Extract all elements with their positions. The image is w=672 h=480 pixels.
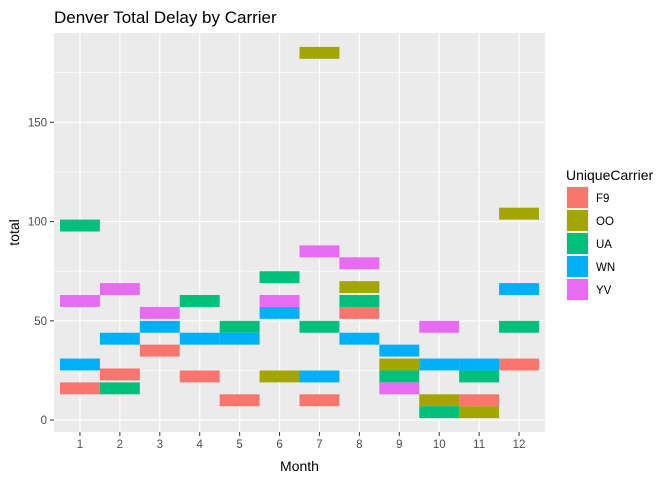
tile-UA <box>179 295 220 307</box>
tile-UA <box>499 320 540 333</box>
tile-OO <box>419 394 460 407</box>
y-tick-label: 0 <box>41 415 47 427</box>
x-tick-label: 2 <box>117 439 123 451</box>
tile-WN <box>499 283 540 296</box>
tile-UA <box>219 320 260 333</box>
x-tick-label: 5 <box>236 439 242 451</box>
tile-UA <box>339 295 380 307</box>
tile-YV <box>379 382 420 395</box>
tile-WN <box>299 370 340 383</box>
x-tick-label: 10 <box>433 439 446 451</box>
x-tick-label: 11 <box>473 439 485 451</box>
x-tick-label: 8 <box>356 439 362 451</box>
legend-label-OO: OO <box>596 216 614 228</box>
tile-UA <box>299 320 340 333</box>
legend-swatch-UA <box>567 233 588 254</box>
legend-label-WN: WN <box>596 262 615 274</box>
tile-OO <box>499 207 540 220</box>
x-tick-label: 3 <box>157 439 163 451</box>
tile-F9 <box>219 394 260 407</box>
tile-F9 <box>59 382 100 395</box>
tile-UA <box>379 370 420 383</box>
tile-YV <box>99 283 140 296</box>
y-tick-label: 50 <box>34 316 47 328</box>
tile-YV <box>299 245 340 258</box>
tile-UA <box>419 406 460 419</box>
tile-OO <box>259 370 300 383</box>
y-tick-label: 100 <box>28 217 47 229</box>
tiles <box>59 46 540 419</box>
y-axis-label: total <box>6 219 22 245</box>
tile-WN <box>139 320 180 333</box>
tile-OO <box>459 406 500 419</box>
tile-OO <box>379 358 420 371</box>
chart-title: Denver Total Delay by Carrier <box>54 8 277 27</box>
tile-YV <box>339 257 380 270</box>
x-tick-label: 12 <box>513 439 526 451</box>
tile-UA <box>59 219 100 232</box>
tile-YV <box>419 320 460 333</box>
tile-WN <box>379 344 420 357</box>
legend-swatch-YV <box>567 279 588 300</box>
legend-swatch-F9 <box>567 187 588 208</box>
tile-YV <box>59 295 100 307</box>
tile-F9 <box>459 394 500 407</box>
legend-label-F9: F9 <box>596 193 609 205</box>
tile-OO <box>339 281 380 294</box>
legend: F9 OO UA WN YV <box>566 186 615 301</box>
tile-OO <box>299 46 340 59</box>
tile-F9 <box>499 358 540 371</box>
tile-F9 <box>179 370 220 383</box>
tile-WN <box>59 358 100 371</box>
tile-YV <box>139 306 180 319</box>
tile-UA <box>459 370 500 383</box>
x-tick-label: 7 <box>316 439 322 451</box>
tile-UA <box>259 271 300 284</box>
tile-F9 <box>139 344 180 357</box>
x-tick-label: 9 <box>396 439 402 451</box>
tile-WN <box>219 332 260 345</box>
tile-F9 <box>299 394 340 407</box>
tile-WN <box>259 306 300 319</box>
legend-label-YV: YV <box>596 285 612 297</box>
x-axis-label: Month <box>280 458 319 474</box>
x-tick-label: 6 <box>276 439 282 451</box>
tile-WN <box>179 332 220 345</box>
tile-WN <box>419 358 460 371</box>
legend-title: UniqueCarrier <box>566 167 653 183</box>
tile-WN <box>459 358 500 371</box>
y-tick-label: 150 <box>28 117 47 129</box>
x-tick-label: 1 <box>77 439 83 451</box>
legend-swatch-WN <box>567 256 588 277</box>
x-tick-label: 4 <box>197 439 204 451</box>
tile-F9 <box>339 306 380 319</box>
tile-UA <box>99 382 140 395</box>
tile-WN <box>99 332 140 345</box>
tile-F9 <box>99 368 140 381</box>
tile-YV <box>259 295 300 307</box>
legend-label-UA: UA <box>596 239 612 251</box>
legend-swatch-OO <box>567 210 588 231</box>
tile-WN <box>339 332 380 345</box>
